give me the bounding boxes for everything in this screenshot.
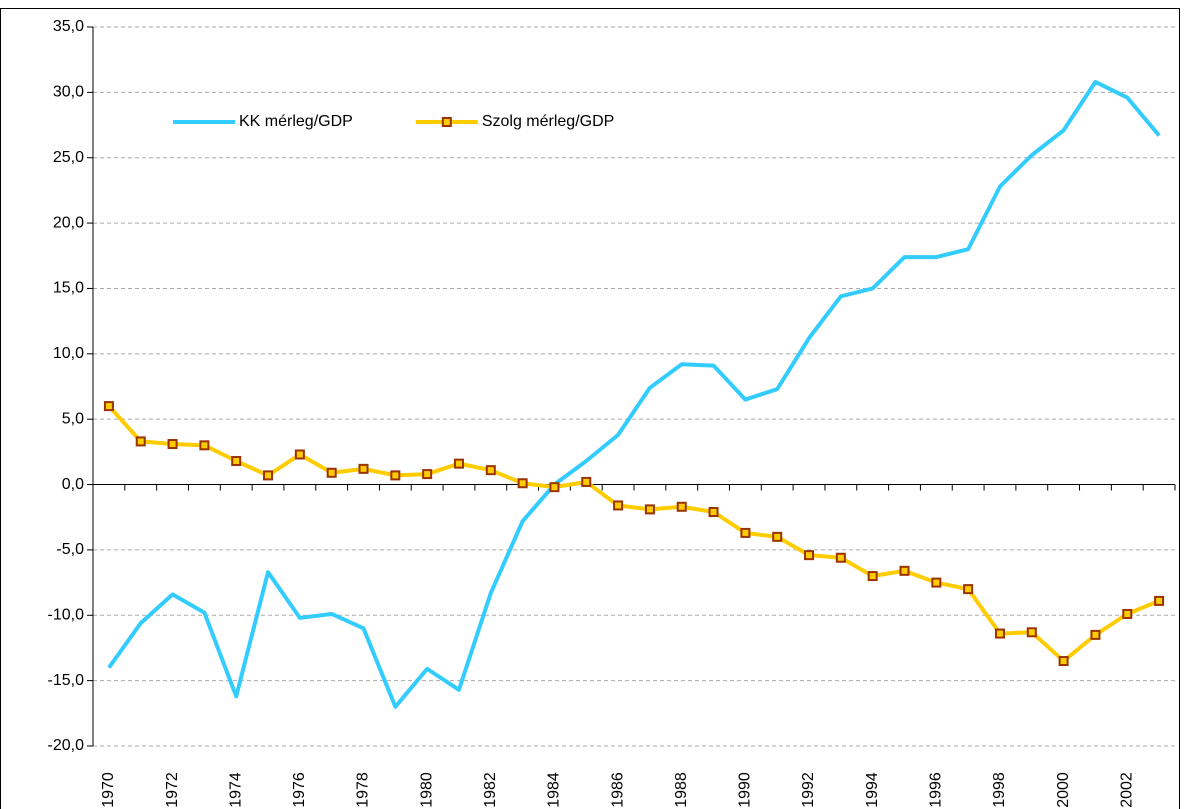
x-tick-label: 1978 bbox=[355, 772, 372, 808]
point-marker bbox=[1154, 595, 1165, 606]
x-tick-label: 1992 bbox=[800, 772, 817, 808]
x-tick-label: 1990 bbox=[737, 772, 754, 808]
point-marker bbox=[899, 565, 910, 576]
point-marker bbox=[1058, 656, 1069, 667]
y-tick-label: 10,0 bbox=[53, 345, 84, 362]
point-marker bbox=[804, 550, 815, 561]
x-tick-label: 1974 bbox=[227, 772, 244, 808]
chart-frame bbox=[0, 8, 1180, 809]
point-marker bbox=[613, 500, 624, 511]
point-marker bbox=[676, 501, 687, 512]
x-tick-label: 1970 bbox=[100, 772, 117, 808]
y-tick-label: -5,0 bbox=[56, 541, 84, 558]
y-tick-label: -15,0 bbox=[48, 672, 85, 689]
point-marker bbox=[1026, 627, 1037, 638]
point-marker bbox=[263, 470, 274, 481]
y-tick-label: 25,0 bbox=[53, 149, 84, 166]
point-marker bbox=[485, 465, 496, 476]
legend-label: KK mérleg/GDP bbox=[239, 113, 353, 130]
point-marker bbox=[867, 571, 878, 582]
y-tick-label: -10,0 bbox=[48, 606, 85, 623]
y-tick-label: 30,0 bbox=[53, 84, 84, 101]
x-tick-label: 2000 bbox=[1055, 772, 1072, 808]
point-marker bbox=[1090, 629, 1101, 640]
point-marker bbox=[931, 577, 942, 588]
series-line bbox=[107, 79, 1161, 709]
point-marker bbox=[167, 439, 178, 450]
point-marker bbox=[103, 401, 114, 412]
series-line bbox=[107, 404, 1160, 664]
x-tick-label: 1996 bbox=[928, 772, 945, 808]
point-marker bbox=[422, 469, 433, 480]
point-marker bbox=[740, 527, 751, 538]
point-marker bbox=[231, 456, 242, 467]
point-marker bbox=[549, 482, 560, 493]
y-tick-label: 15,0 bbox=[53, 280, 84, 297]
point-marker bbox=[453, 458, 464, 469]
y-tick-label: 35,0 bbox=[53, 18, 84, 35]
point-marker bbox=[581, 476, 592, 487]
x-tick-label: 1998 bbox=[991, 772, 1008, 808]
point-marker bbox=[835, 552, 846, 563]
y-tick-label: -20,0 bbox=[48, 737, 85, 754]
point-marker bbox=[963, 584, 974, 595]
point-marker bbox=[326, 467, 337, 478]
point-marker bbox=[644, 504, 655, 515]
point-marker bbox=[772, 531, 783, 542]
point-marker bbox=[358, 463, 369, 474]
x-tick-label: 1988 bbox=[673, 772, 690, 808]
x-tick-label: 1994 bbox=[864, 772, 881, 808]
point-marker bbox=[390, 470, 401, 481]
x-tick-label: 1972 bbox=[164, 772, 181, 808]
x-tick-label: 1980 bbox=[418, 772, 435, 808]
y-tick-label: 20,0 bbox=[53, 214, 84, 231]
x-tick-label: 2002 bbox=[1118, 772, 1135, 808]
x-tick-label: 1986 bbox=[609, 772, 626, 808]
legend-marker bbox=[441, 117, 452, 127]
y-tick-label: 0,0 bbox=[62, 476, 84, 493]
point-marker bbox=[199, 440, 210, 451]
point-marker bbox=[517, 478, 528, 489]
x-tick-label: 1976 bbox=[291, 772, 308, 808]
point-marker bbox=[994, 628, 1005, 639]
x-tick-label: 1982 bbox=[482, 772, 499, 808]
point-marker bbox=[135, 436, 146, 447]
point-marker bbox=[708, 506, 719, 517]
legend-label: Szolg mérleg/GDP bbox=[482, 113, 615, 130]
point-marker bbox=[1122, 608, 1133, 619]
y-tick-label: 5,0 bbox=[62, 410, 84, 427]
x-tick-label: 1984 bbox=[546, 772, 563, 808]
point-marker bbox=[294, 449, 305, 460]
